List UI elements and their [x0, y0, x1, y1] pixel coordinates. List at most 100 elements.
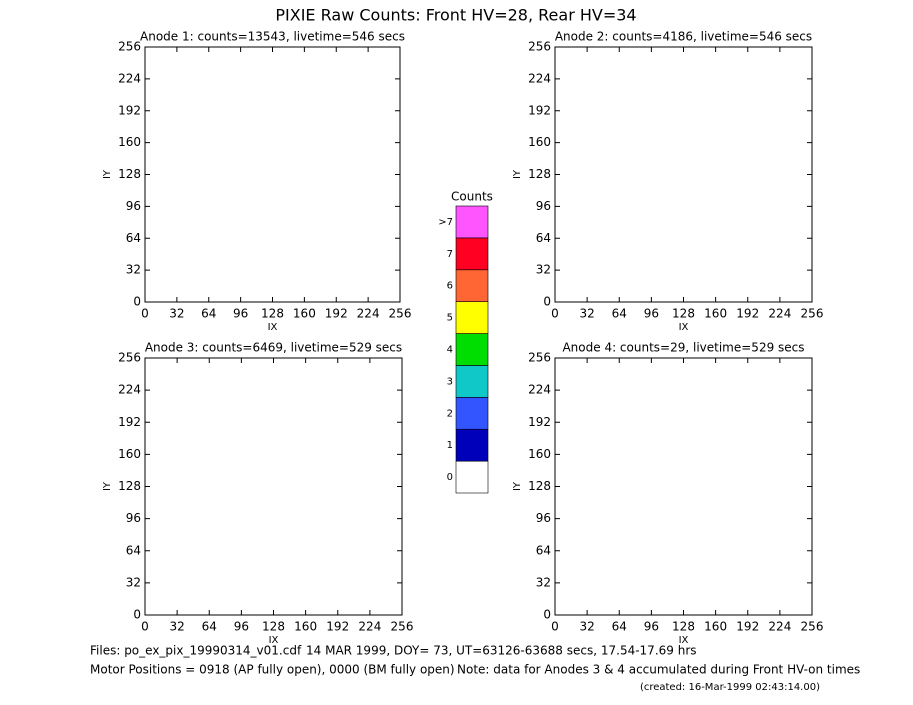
- colorbar-swatch: [455, 365, 489, 398]
- x-tick-label: 192: [326, 620, 349, 634]
- panel-title: Anode 1: counts=13543, livetime=546 secs: [140, 30, 405, 44]
- y-axis-label: IY: [512, 481, 523, 491]
- colorbar-label: 4: [447, 345, 453, 356]
- footer-motor: Motor Positions = 0918 (AP fully open), …: [90, 663, 455, 677]
- y-tick-label: 160: [528, 447, 551, 461]
- y-tick-label: 192: [528, 415, 551, 429]
- colorbar-label: 3: [447, 376, 453, 387]
- y-tick-label: 128: [118, 479, 141, 493]
- plot-frame: [144, 46, 401, 303]
- y-tick-label: 0: [133, 295, 141, 309]
- colorbar-label: >7: [438, 217, 453, 228]
- y-tick-label: 256: [118, 351, 141, 365]
- colorbar-swatch: [455, 333, 489, 366]
- x-tick-label: 0: [141, 620, 149, 634]
- y-tick-label: 32: [536, 575, 551, 589]
- x-tick-label: 224: [768, 307, 791, 321]
- y-tick-label: 128: [118, 167, 141, 181]
- y-tick-label: 64: [126, 543, 141, 557]
- footer-created: (created: 16-Mar-1999 02:43:14.00): [640, 682, 820, 693]
- y-tick-label: 160: [528, 135, 551, 149]
- footer-files: Files: po_ex_pix_19990314_v01.cdf: [90, 644, 302, 658]
- colorbar-label: 7: [447, 249, 453, 260]
- y-tick-label: 32: [126, 575, 141, 589]
- y-tick-label: 192: [528, 103, 551, 117]
- y-tick-label: 32: [536, 263, 551, 277]
- y-tick-label: 64: [536, 543, 551, 557]
- x-tick-label: 160: [704, 307, 727, 321]
- x-tick-label: 256: [801, 620, 824, 634]
- x-tick-label: 128: [261, 307, 284, 321]
- y-tick-label: 96: [126, 199, 141, 213]
- y-tick-label: 128: [528, 167, 551, 181]
- x-tick-label: 64: [202, 620, 217, 634]
- x-tick-label: 96: [233, 307, 248, 321]
- x-tick-label: 64: [612, 307, 627, 321]
- x-tick-label: 32: [579, 307, 594, 321]
- y-tick-label: 192: [118, 103, 141, 117]
- x-tick-label: 224: [358, 620, 381, 634]
- y-axis-label: IY: [512, 169, 523, 179]
- x-tick-label: 160: [704, 620, 727, 634]
- x-tick-label: 128: [672, 620, 695, 634]
- colorbar-label: 0: [447, 472, 453, 483]
- y-tick-label: 256: [528, 40, 551, 54]
- colorbar-label: 5: [447, 313, 453, 324]
- y-tick-label: 96: [536, 511, 551, 525]
- x-tick-label: 192: [325, 307, 348, 321]
- x-tick-label: 128: [672, 307, 695, 321]
- x-tick-label: 192: [736, 620, 759, 634]
- colorbar-swatch: [455, 397, 489, 430]
- x-tick-label: 96: [234, 620, 249, 634]
- colorbar-swatch: [455, 460, 489, 494]
- x-tick-label: 256: [389, 307, 412, 321]
- y-tick-label: 224: [118, 383, 141, 397]
- colorbar-swatch: [455, 301, 489, 334]
- x-tick-label: 64: [612, 620, 627, 634]
- x-axis-label: IX: [679, 635, 689, 646]
- y-tick-label: 224: [528, 383, 551, 397]
- x-axis-label: IX: [679, 322, 689, 333]
- x-tick-label: 256: [801, 307, 824, 321]
- colorbar-swatch: [455, 205, 489, 239]
- x-axis-label: IX: [268, 322, 278, 333]
- plot-frame: [144, 357, 403, 616]
- x-tick-label: 0: [551, 307, 559, 321]
- x-tick-label: 32: [169, 307, 184, 321]
- plot-frame: [554, 357, 813, 616]
- plot-frame: [554, 46, 813, 303]
- y-tick-label: 64: [536, 231, 551, 245]
- panel-title: Anode 3: counts=6469, livetime=529 secs: [145, 341, 402, 355]
- y-tick-label: 0: [543, 608, 551, 622]
- y-axis-label: IY: [102, 481, 113, 491]
- x-tick-label: 224: [768, 620, 791, 634]
- footer-note: Note: data for Anodes 3 & 4 accumulated …: [457, 663, 860, 677]
- x-tick-label: 96: [644, 307, 659, 321]
- y-tick-label: 64: [126, 231, 141, 245]
- colorbar-label: 1: [447, 440, 453, 451]
- x-tick-label: 160: [294, 620, 317, 634]
- x-tick-label: 160: [293, 307, 316, 321]
- y-tick-label: 96: [536, 199, 551, 213]
- y-tick-label: 96: [126, 511, 141, 525]
- x-tick-label: 32: [579, 620, 594, 634]
- x-tick-label: 32: [169, 620, 184, 634]
- panel-title: Anode 4: counts=29, livetime=529 secs: [562, 341, 804, 355]
- x-tick-label: 224: [357, 307, 380, 321]
- y-tick-label: 224: [118, 71, 141, 85]
- x-tick-label: 256: [391, 620, 414, 634]
- x-tick-label: 0: [141, 307, 149, 321]
- x-axis-label: IX: [269, 635, 279, 646]
- x-tick-label: 96: [644, 620, 659, 634]
- y-tick-label: 0: [133, 608, 141, 622]
- y-axis-label: IY: [102, 169, 113, 179]
- colorbar-swatch: [455, 269, 489, 302]
- panel-title: Anode 2: counts=4186, livetime=546 secs: [555, 30, 812, 44]
- x-tick-label: 64: [201, 307, 216, 321]
- colorbar-label: 6: [447, 281, 453, 292]
- colorbar-label: 2: [447, 408, 453, 419]
- y-tick-label: 224: [528, 71, 551, 85]
- y-tick-label: 160: [118, 447, 141, 461]
- colorbar-swatch: [455, 237, 489, 271]
